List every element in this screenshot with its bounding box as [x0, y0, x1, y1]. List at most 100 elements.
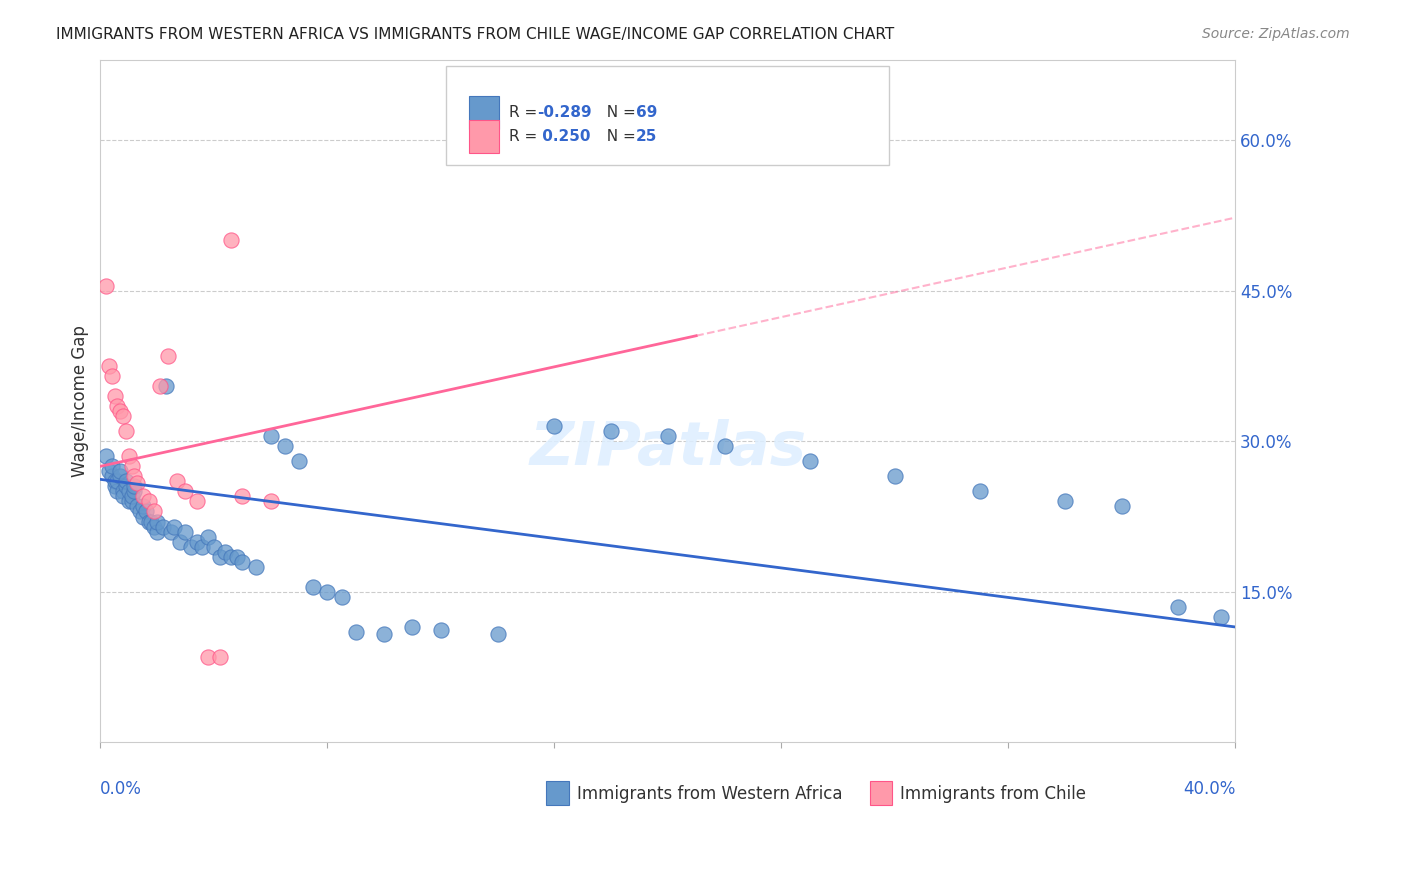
Point — [160, 524, 183, 539]
Point — [97, 464, 120, 478]
Point — [401, 620, 423, 634]
Point — [127, 500, 149, 514]
Point — [105, 484, 128, 499]
Text: 0.0%: 0.0% — [100, 780, 142, 798]
Point — [191, 540, 214, 554]
Point — [169, 534, 191, 549]
Point — [108, 404, 131, 418]
Point — [115, 475, 138, 489]
Point — [214, 544, 236, 558]
Point — [149, 379, 172, 393]
Point — [486, 627, 509, 641]
Text: R =: R = — [509, 105, 543, 120]
Point — [121, 494, 143, 508]
Point — [103, 475, 125, 489]
FancyBboxPatch shape — [470, 96, 499, 129]
Point — [132, 490, 155, 504]
Point — [163, 519, 186, 533]
Point — [103, 479, 125, 493]
Point — [219, 233, 242, 247]
Point — [231, 490, 253, 504]
Point — [969, 484, 991, 499]
Point — [219, 549, 242, 564]
Point — [543, 419, 565, 434]
Text: N =: N = — [598, 129, 641, 145]
Point — [657, 429, 679, 443]
Point — [112, 490, 135, 504]
Point — [202, 540, 225, 554]
Point — [316, 584, 339, 599]
Point — [124, 484, 146, 499]
Point — [146, 524, 169, 539]
Point — [97, 359, 120, 373]
Point — [166, 475, 188, 489]
Point — [197, 650, 219, 665]
Point — [138, 515, 160, 529]
Point — [108, 464, 131, 478]
Point — [174, 524, 197, 539]
Point — [124, 479, 146, 493]
Point — [100, 459, 122, 474]
FancyBboxPatch shape — [870, 781, 893, 805]
Point — [174, 484, 197, 499]
Point — [143, 519, 166, 533]
Point — [127, 476, 149, 491]
Point — [231, 555, 253, 569]
FancyBboxPatch shape — [547, 781, 569, 805]
Point — [344, 625, 367, 640]
Point — [208, 650, 231, 665]
Point — [108, 469, 131, 483]
Point — [186, 494, 208, 508]
Point — [103, 389, 125, 403]
Text: IMMIGRANTS FROM WESTERN AFRICA VS IMMIGRANTS FROM CHILE WAGE/INCOME GAP CORRELAT: IMMIGRANTS FROM WESTERN AFRICA VS IMMIGR… — [56, 27, 894, 42]
Point — [143, 504, 166, 518]
Point — [146, 515, 169, 529]
Point — [118, 494, 141, 508]
Point — [373, 627, 395, 641]
Point — [121, 490, 143, 504]
Text: -0.289: -0.289 — [537, 105, 592, 120]
Point — [155, 379, 177, 393]
Point — [112, 409, 135, 423]
Y-axis label: Wage/Income Gap: Wage/Income Gap — [72, 325, 89, 477]
Point — [94, 278, 117, 293]
Point — [135, 504, 157, 518]
FancyBboxPatch shape — [447, 66, 889, 165]
Point — [100, 469, 122, 483]
Text: 25: 25 — [636, 129, 658, 145]
Point — [132, 509, 155, 524]
Point — [141, 515, 163, 529]
Text: N =: N = — [598, 105, 641, 120]
Text: Immigrants from Western Africa: Immigrants from Western Africa — [576, 785, 842, 803]
Text: Source: ZipAtlas.com: Source: ZipAtlas.com — [1202, 27, 1350, 41]
Point — [302, 580, 325, 594]
Point — [157, 349, 180, 363]
Point — [124, 469, 146, 483]
Point — [883, 469, 905, 483]
Point — [208, 549, 231, 564]
Point — [1053, 494, 1076, 508]
Point — [1167, 599, 1189, 614]
Point — [121, 459, 143, 474]
Point — [1111, 500, 1133, 514]
Point — [152, 519, 174, 533]
Text: ZIPatlas: ZIPatlas — [529, 419, 807, 478]
Point — [118, 449, 141, 463]
Point — [115, 479, 138, 493]
Text: 69: 69 — [636, 105, 658, 120]
Point — [713, 439, 735, 453]
Point — [259, 429, 281, 443]
Text: R =: R = — [509, 129, 543, 145]
Point — [799, 454, 821, 468]
Point — [105, 399, 128, 413]
Point — [115, 424, 138, 438]
Point — [100, 368, 122, 383]
Point — [225, 549, 247, 564]
Point — [180, 540, 202, 554]
Point — [600, 424, 623, 438]
Point — [259, 494, 281, 508]
Point — [330, 590, 353, 604]
Point — [129, 504, 152, 518]
Text: 40.0%: 40.0% — [1182, 780, 1236, 798]
Point — [132, 500, 155, 514]
